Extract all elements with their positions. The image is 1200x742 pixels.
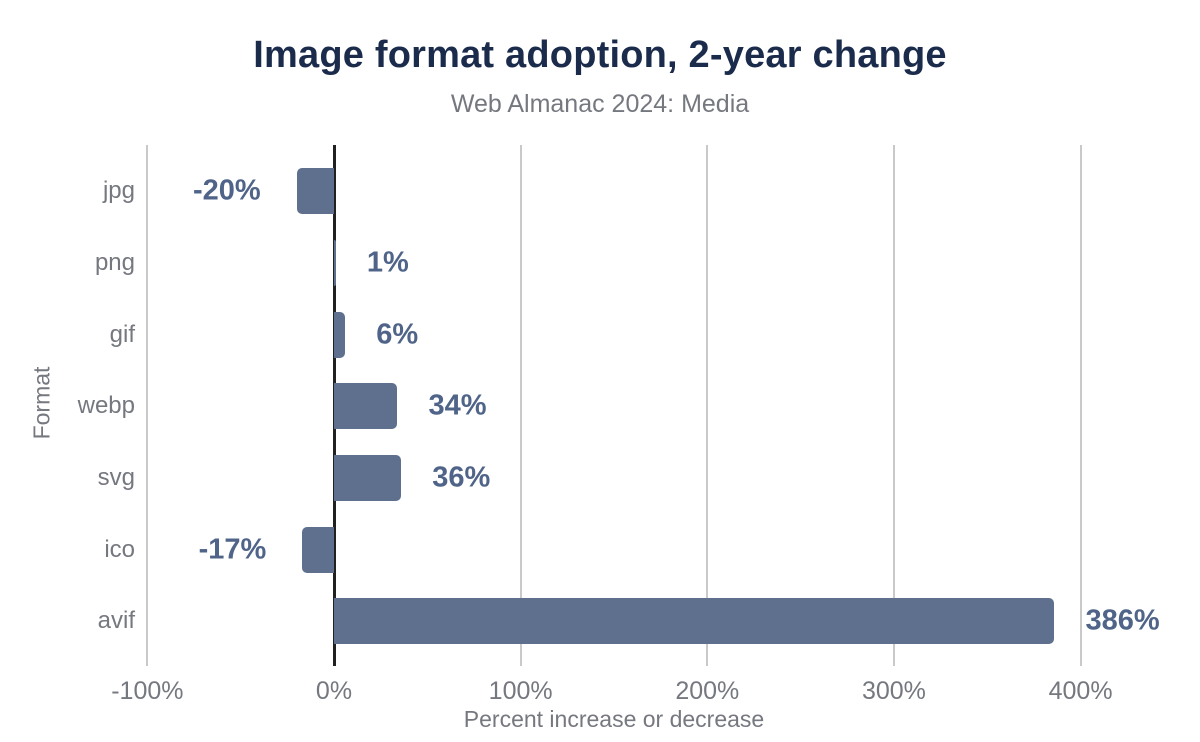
bar-svg [334,455,402,501]
value-label-webp: 34% [428,389,487,422]
y-axis-title: Format [28,366,55,440]
category-label-webp: webp [77,392,135,420]
x-tick-label: 200% [675,677,740,705]
x-tick-label: 300% [861,677,926,705]
category-label-jpg: jpg [102,177,135,205]
bar-webp [334,383,398,430]
bar-ico [302,526,334,573]
value-label-svg: 36% [432,461,491,494]
gridline [146,145,149,666]
x-tick-label: 400% [1048,677,1113,705]
chart-title: Image format adoption, 2-year change [253,34,947,76]
category-label-png: png [94,248,135,276]
x-tick-label: 100% [488,677,553,705]
chart-subtitle: Web Almanac 2024: Media [450,90,750,118]
x-axis-title: Percent increase or decrease [463,706,765,732]
category-label-svg: svg [97,464,135,491]
bar-png [334,239,336,286]
gridline [892,145,895,666]
bar-avif [334,598,1055,645]
bar-gif [334,311,346,358]
gridline [706,145,709,666]
value-label-png: 1% [366,246,409,279]
gridline [519,145,522,666]
value-label-jpg: -20% [192,174,261,207]
value-label-avif: 386% [1085,604,1160,637]
category-label-avif: avif [97,607,135,635]
value-label-gif: 6% [376,318,419,351]
category-label-ico: ico [104,535,135,563]
value-label-ico: -17% [198,533,267,566]
bar-jpg [296,168,334,215]
x-tick-label: -100% [111,677,184,705]
category-label-gif: gif [109,320,135,348]
x-tick-label: 0% [315,677,353,705]
gridline [1079,145,1082,666]
